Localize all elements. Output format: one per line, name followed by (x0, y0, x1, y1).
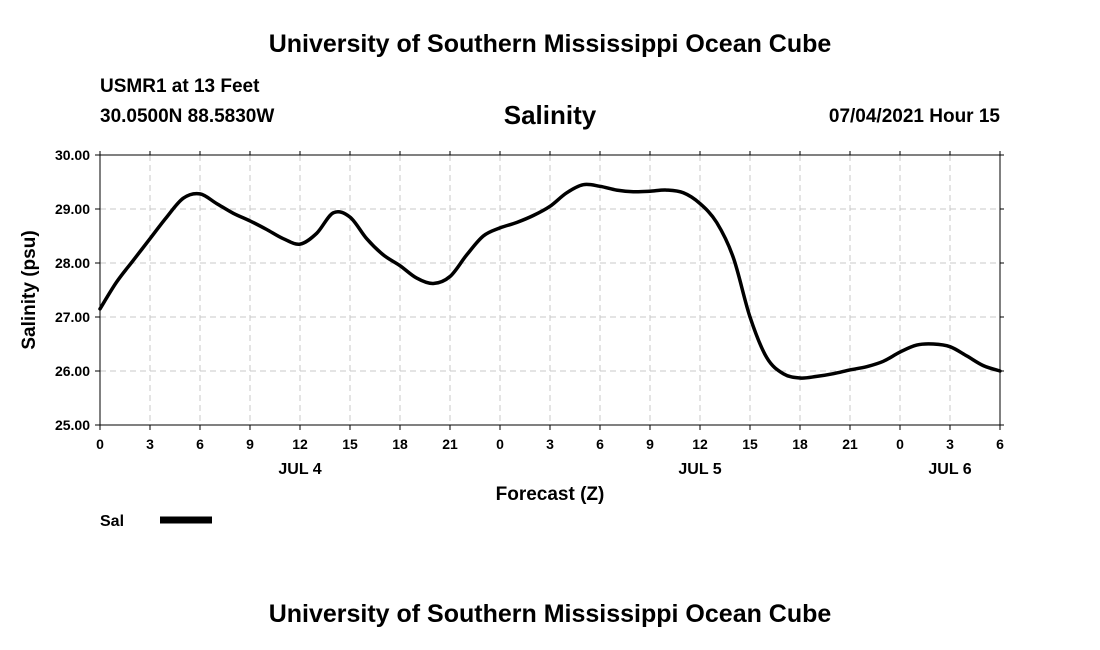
x-tick-label: 6 (196, 436, 204, 452)
y-tick-label: 25.00 (55, 417, 90, 433)
x-tick-label: 6 (596, 436, 604, 452)
chart-title: Salinity (503, 100, 597, 130)
x-tick-label: 6 (996, 436, 1004, 452)
y-tick-label: 26.00 (55, 363, 90, 379)
forecast-run-time: 07/04/2021 Hour 15 (828, 106, 1000, 127)
x-tick-label: 9 (646, 436, 654, 452)
x-tick-label: 3 (146, 436, 154, 452)
data-series (98, 182, 1002, 380)
x-axis-label: Forecast (Z) (496, 484, 605, 505)
footer-title: University of Southern Mississippi Ocean… (268, 600, 832, 628)
date-label: JUL 6 (928, 461, 971, 478)
x-tick-label: 15 (342, 436, 358, 452)
x-tick-label: 3 (546, 436, 554, 452)
y-tick-label: 27.00 (55, 309, 90, 325)
x-tick-label: 21 (442, 436, 458, 452)
legend-label: Sal (100, 513, 124, 530)
x-tick-label: 18 (792, 436, 808, 452)
x-tick-label: 18 (392, 436, 408, 452)
station-name: USMR1 at 13 Feet (100, 76, 260, 97)
x-tick-label: 9 (246, 436, 254, 452)
y-tick-label: 28.00 (55, 255, 90, 271)
x-tick-label: 12 (292, 436, 308, 452)
station-coordinates: 30.0500N 88.5830W (100, 106, 275, 127)
page-title: University of Southern Mississippi Ocean… (268, 30, 832, 58)
x-tick-label: 21 (842, 436, 858, 452)
axis-ticks: 0 3 6 9 12 15 18 21 0 3 6 9 12 15 18 21 0 3 6 25.00 26.00 27.… (55, 147, 1004, 478)
date-label: JUL 5 (678, 461, 721, 478)
x-tick-label: 0 (896, 436, 904, 452)
x-tick-label: 15 (742, 436, 758, 452)
grid (100, 155, 1000, 425)
date-label: JUL 4 (278, 461, 321, 478)
y-tick-label: 29.00 (55, 201, 90, 217)
x-tick-label: 0 (496, 436, 504, 452)
y-axis-label: Salinity (psu) (19, 230, 40, 349)
series-line-sal (98, 182, 1002, 380)
y-tick-label: 30.00 (55, 147, 90, 163)
x-tick-label: 12 (692, 436, 708, 452)
x-tick-label: 0 (96, 436, 104, 452)
x-tick-label: 3 (946, 436, 954, 452)
